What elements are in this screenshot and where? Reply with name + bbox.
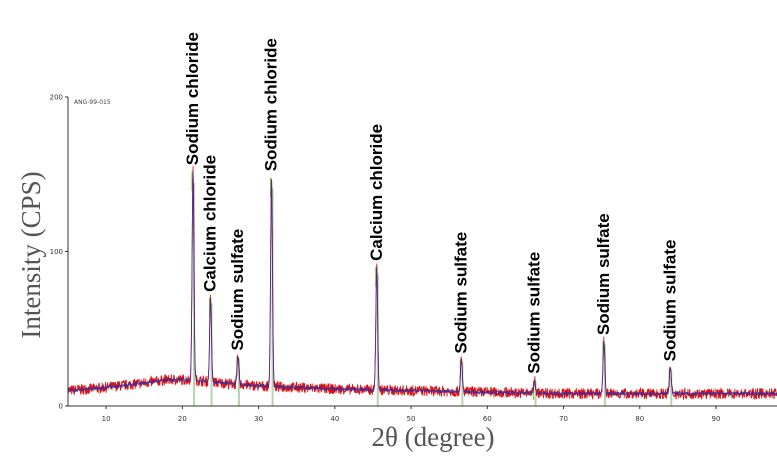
peak-label: Sodium chloride xyxy=(262,38,281,171)
x-tick-label: 40 xyxy=(330,415,339,423)
peak-label: Sodium chloride xyxy=(183,32,202,165)
y-axis-title: Intensity (CPS) xyxy=(16,171,46,338)
peak-label: Sodium sulfate xyxy=(660,240,679,362)
x-tick-label: 80 xyxy=(635,415,644,423)
fit-series-line xyxy=(67,172,777,397)
peak-label: Calcium chloride xyxy=(367,124,386,261)
x-tick-label: 50 xyxy=(407,415,416,423)
x-axis-title: 2θ (degree) xyxy=(371,422,494,452)
x-tick-label: 90 xyxy=(712,415,721,423)
y-tick-label: 200 xyxy=(50,94,63,102)
x-tick-label: 70 xyxy=(559,415,568,423)
y-tick-label: 100 xyxy=(50,248,63,256)
peak-label: Calcium chloride xyxy=(201,155,220,292)
x-tick-label: 30 xyxy=(254,415,263,423)
pattern-code: ANG-99-015 xyxy=(74,99,111,106)
peak-label: Sodium sulfate xyxy=(228,229,247,351)
x-tick-label: 10 xyxy=(102,415,111,423)
peak-label: Sodium sulfate xyxy=(525,252,544,374)
y-tick-label: 0 xyxy=(59,403,63,411)
peak-label: Sodium sulfate xyxy=(451,232,470,354)
peak-label: Sodium sulfate xyxy=(594,213,613,335)
x-tick-label: 60 xyxy=(483,415,492,423)
x-tick-label: 20 xyxy=(178,415,187,423)
